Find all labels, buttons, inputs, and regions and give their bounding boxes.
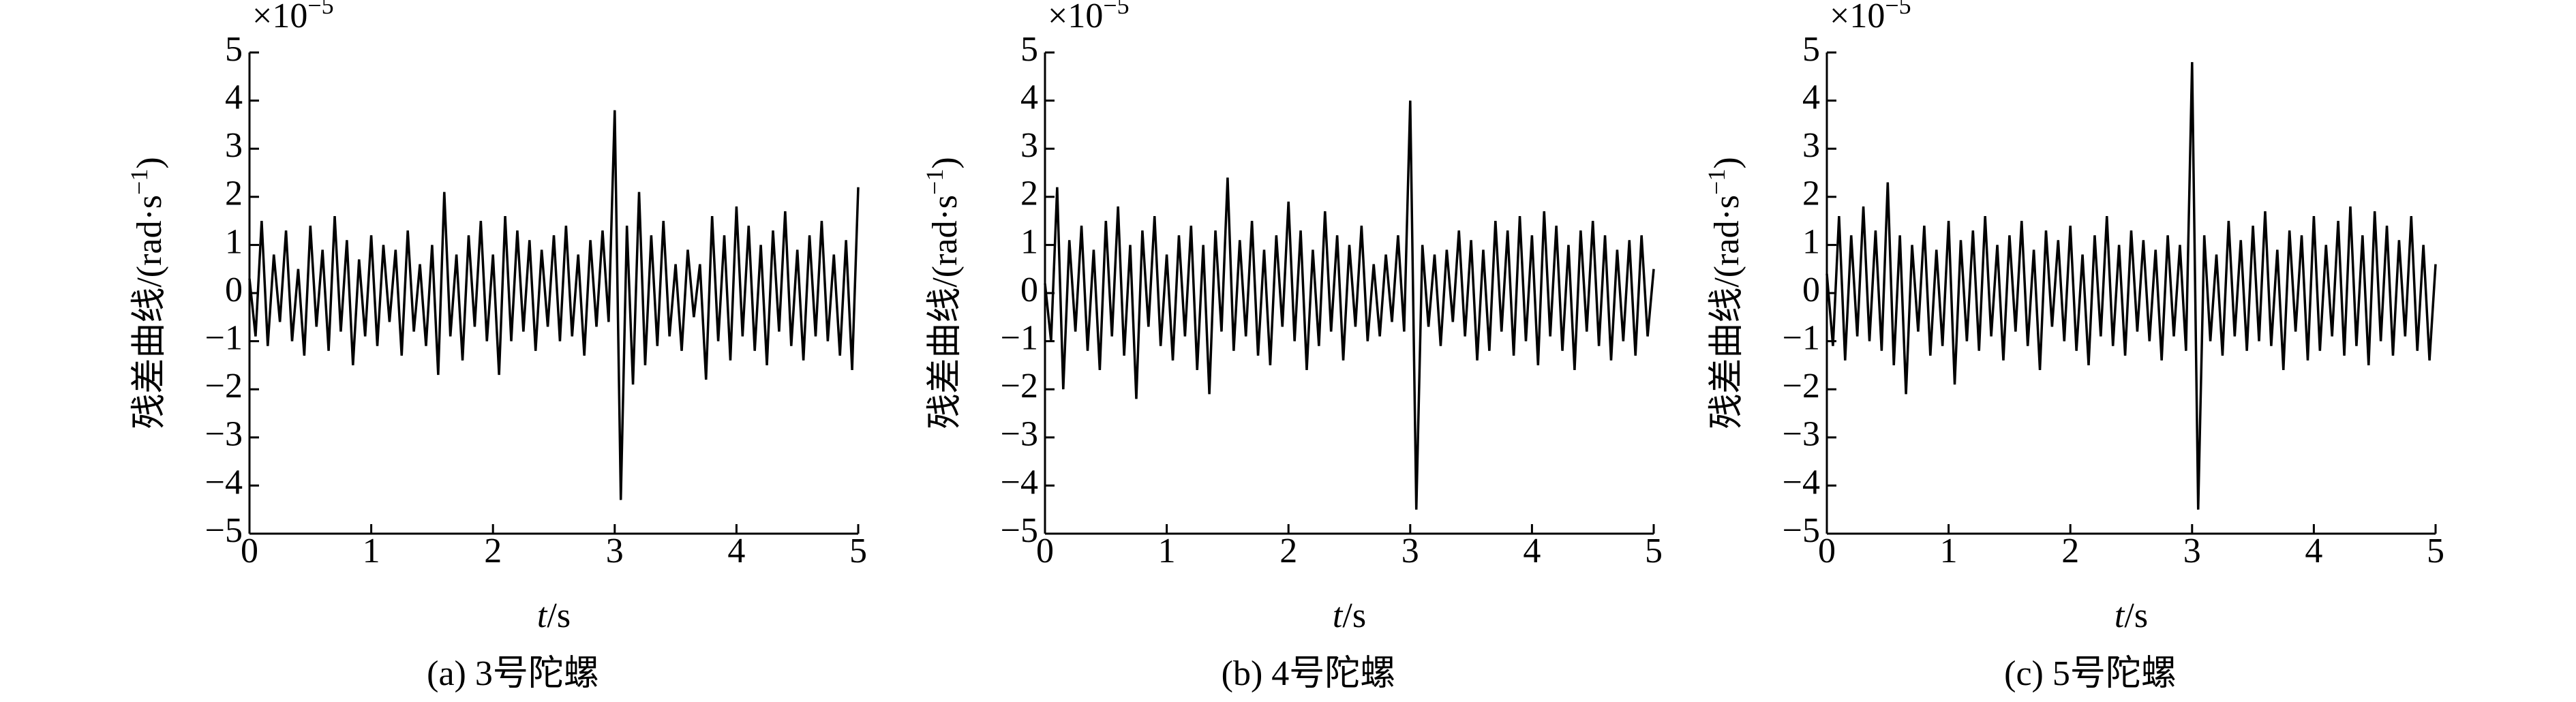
y-label-end: ) [130,157,169,168]
x-label-unit: /s [2124,596,2148,635]
x-label-unit: /s [547,596,571,635]
x-label-var: t [2115,596,2125,635]
y-label-end: ) [926,157,965,168]
y-scale-factor: ×10−5 [1830,0,1911,35]
residual-line [1825,62,2437,510]
y-tick-label: −5 [1001,511,1038,550]
y-tick-label: −3 [205,415,243,454]
y-tick-label: 3 [225,126,243,165]
x-tick-label: 2 [484,532,502,570]
x-axis-label: t/s [537,596,571,635]
x-tick-label: 3 [606,532,624,570]
x-tick-label: 5 [849,532,867,570]
y-tick-label: −2 [1001,367,1038,406]
y-tick-label: −1 [1001,319,1038,358]
y-tick-label: 4 [225,78,243,117]
y-tick-label: 2 [1020,174,1038,213]
x-tick-label: 2 [1279,532,1297,570]
y-scale-exp: −5 [307,0,333,19]
x-label-var: t [1333,596,1344,635]
y-tick-label: 4 [1802,78,1820,117]
y-scale-base: ×10 [1830,0,1885,35]
y-tick-label: 2 [1802,174,1820,213]
y-tick-label: −2 [1783,367,1820,406]
y-tick-label: 1 [1020,222,1038,261]
y-label-text: 残差曲线/(rad·s [130,195,169,429]
x-label-var: t [537,596,548,635]
y-tick-label: −1 [1783,319,1820,358]
x-tick-label: 3 [1401,532,1419,570]
y-tick-label: −5 [205,511,243,550]
y-scale-exp: −5 [1103,0,1129,19]
y-label-text: 残差曲线/(rad·s [1708,195,1746,429]
y-label-exp: −1 [921,169,948,195]
y-tick-label: 5 [1802,30,1820,69]
y-tick-label: −1 [205,319,243,358]
x-tick-label: 0 [241,532,258,570]
residual-line [248,110,860,500]
x-tick-label: 5 [1645,532,1663,570]
y-tick-label: −2 [205,367,243,406]
x-tick-label: 1 [1940,532,1958,570]
y-axis-label: 残差曲线/(rad·s−1) [921,157,965,429]
y-tick-label: −3 [1001,415,1038,454]
x-tick-label: 1 [1158,532,1176,570]
caption: (c) 5号陀螺 [2004,654,2177,693]
y-label-exp: −1 [1703,169,1730,195]
y-scale-factor: ×10−5 [252,0,334,35]
y-tick-label: 0 [1020,271,1038,309]
y-scale-factor: ×10−5 [1048,0,1130,35]
y-axis-label: 残差曲线/(rad·s−1) [1703,157,1746,429]
x-tick-label: 2 [2061,532,2079,570]
y-label-end: ) [1708,157,1746,168]
y-tick-label: 0 [1802,271,1820,309]
y-scale-base: ×10 [252,0,307,35]
y-tick-label: 4 [1020,78,1038,117]
x-tick-label: 1 [363,532,380,570]
y-tick-label: 3 [1020,126,1038,165]
x-tick-label: 0 [1036,532,1054,570]
y-tick-label: 5 [1020,30,1038,69]
y-tick-label: −5 [1783,511,1820,550]
y-scale-base: ×10 [1048,0,1103,35]
y-tick-label: 5 [225,30,243,69]
y-axis-label: 残差曲线/(rad·s−1) [125,157,169,429]
y-label-text: 残差曲线/(rad·s [926,195,965,429]
x-tick-label: 5 [2427,532,2444,570]
x-tick-label: 4 [727,532,745,570]
y-tick-label: 0 [225,271,243,309]
caption: (b) 4号陀螺 [1222,654,1396,693]
x-axis-label: t/s [2115,596,2148,635]
x-label-unit: /s [1342,596,1366,635]
y-label-exp: −1 [125,169,153,195]
y-tick-label: 1 [1802,222,1820,261]
x-tick-label: 3 [2183,532,2201,570]
residual-line [1044,100,1655,510]
y-tick-label: −4 [205,463,243,502]
y-tick-label: 3 [1802,126,1820,165]
y-tick-label: −3 [1783,415,1820,454]
y-tick-label: 2 [225,174,243,213]
x-tick-label: 0 [1818,532,1836,570]
y-tick-label: −4 [1783,463,1820,502]
y-tick-label: −4 [1001,463,1038,502]
y-tick-label: 1 [225,222,243,261]
x-tick-label: 4 [1523,532,1541,570]
y-scale-exp: −5 [1885,0,1911,19]
caption: (a) 3号陀螺 [427,654,599,693]
x-tick-label: 4 [2305,532,2322,570]
x-axis-label: t/s [1333,596,1366,635]
